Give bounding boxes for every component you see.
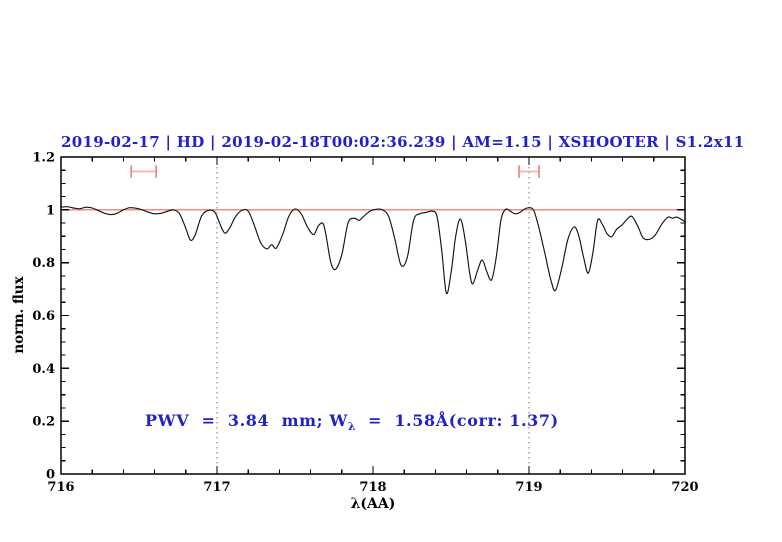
pwv-annotation: PWV = 3.84 mm; Wλ = 1.58Å(corr: 1.37) xyxy=(145,411,559,433)
y-tick-label: 0 xyxy=(46,468,55,483)
x-tick-label: 720 xyxy=(671,480,698,495)
x-tick-label: 718 xyxy=(359,480,386,495)
x-tick-label: 716 xyxy=(47,480,74,495)
y-tick-label: 0.8 xyxy=(32,256,55,271)
y-tick-label: 0.4 xyxy=(32,362,55,377)
y-tick-label: 0.6 xyxy=(32,309,55,324)
y-tick-label: 1.2 xyxy=(32,151,55,166)
tick-labels: 716 717 718 719 720 0 0.2 0.4 0.6 0.8 1 1.2 xyxy=(32,151,698,496)
axis-ticks xyxy=(60,156,686,475)
annotation-lambda-subscript: λ xyxy=(347,420,356,434)
spectrum-line xyxy=(60,206,686,295)
errorbar-markers xyxy=(130,165,540,178)
y-tick-label: 0.2 xyxy=(32,415,55,430)
annotation-text-pre: PWV = 3.84 mm; W xyxy=(145,411,348,430)
y-tick-label: 1 xyxy=(46,203,55,218)
x-tick-label: 717 xyxy=(203,480,230,495)
annotation-text-post: = 1.58Å(corr: 1.37) xyxy=(355,411,559,430)
x-axis-label: λ(AA) xyxy=(350,496,396,512)
x-tick-label: 719 xyxy=(515,480,542,495)
